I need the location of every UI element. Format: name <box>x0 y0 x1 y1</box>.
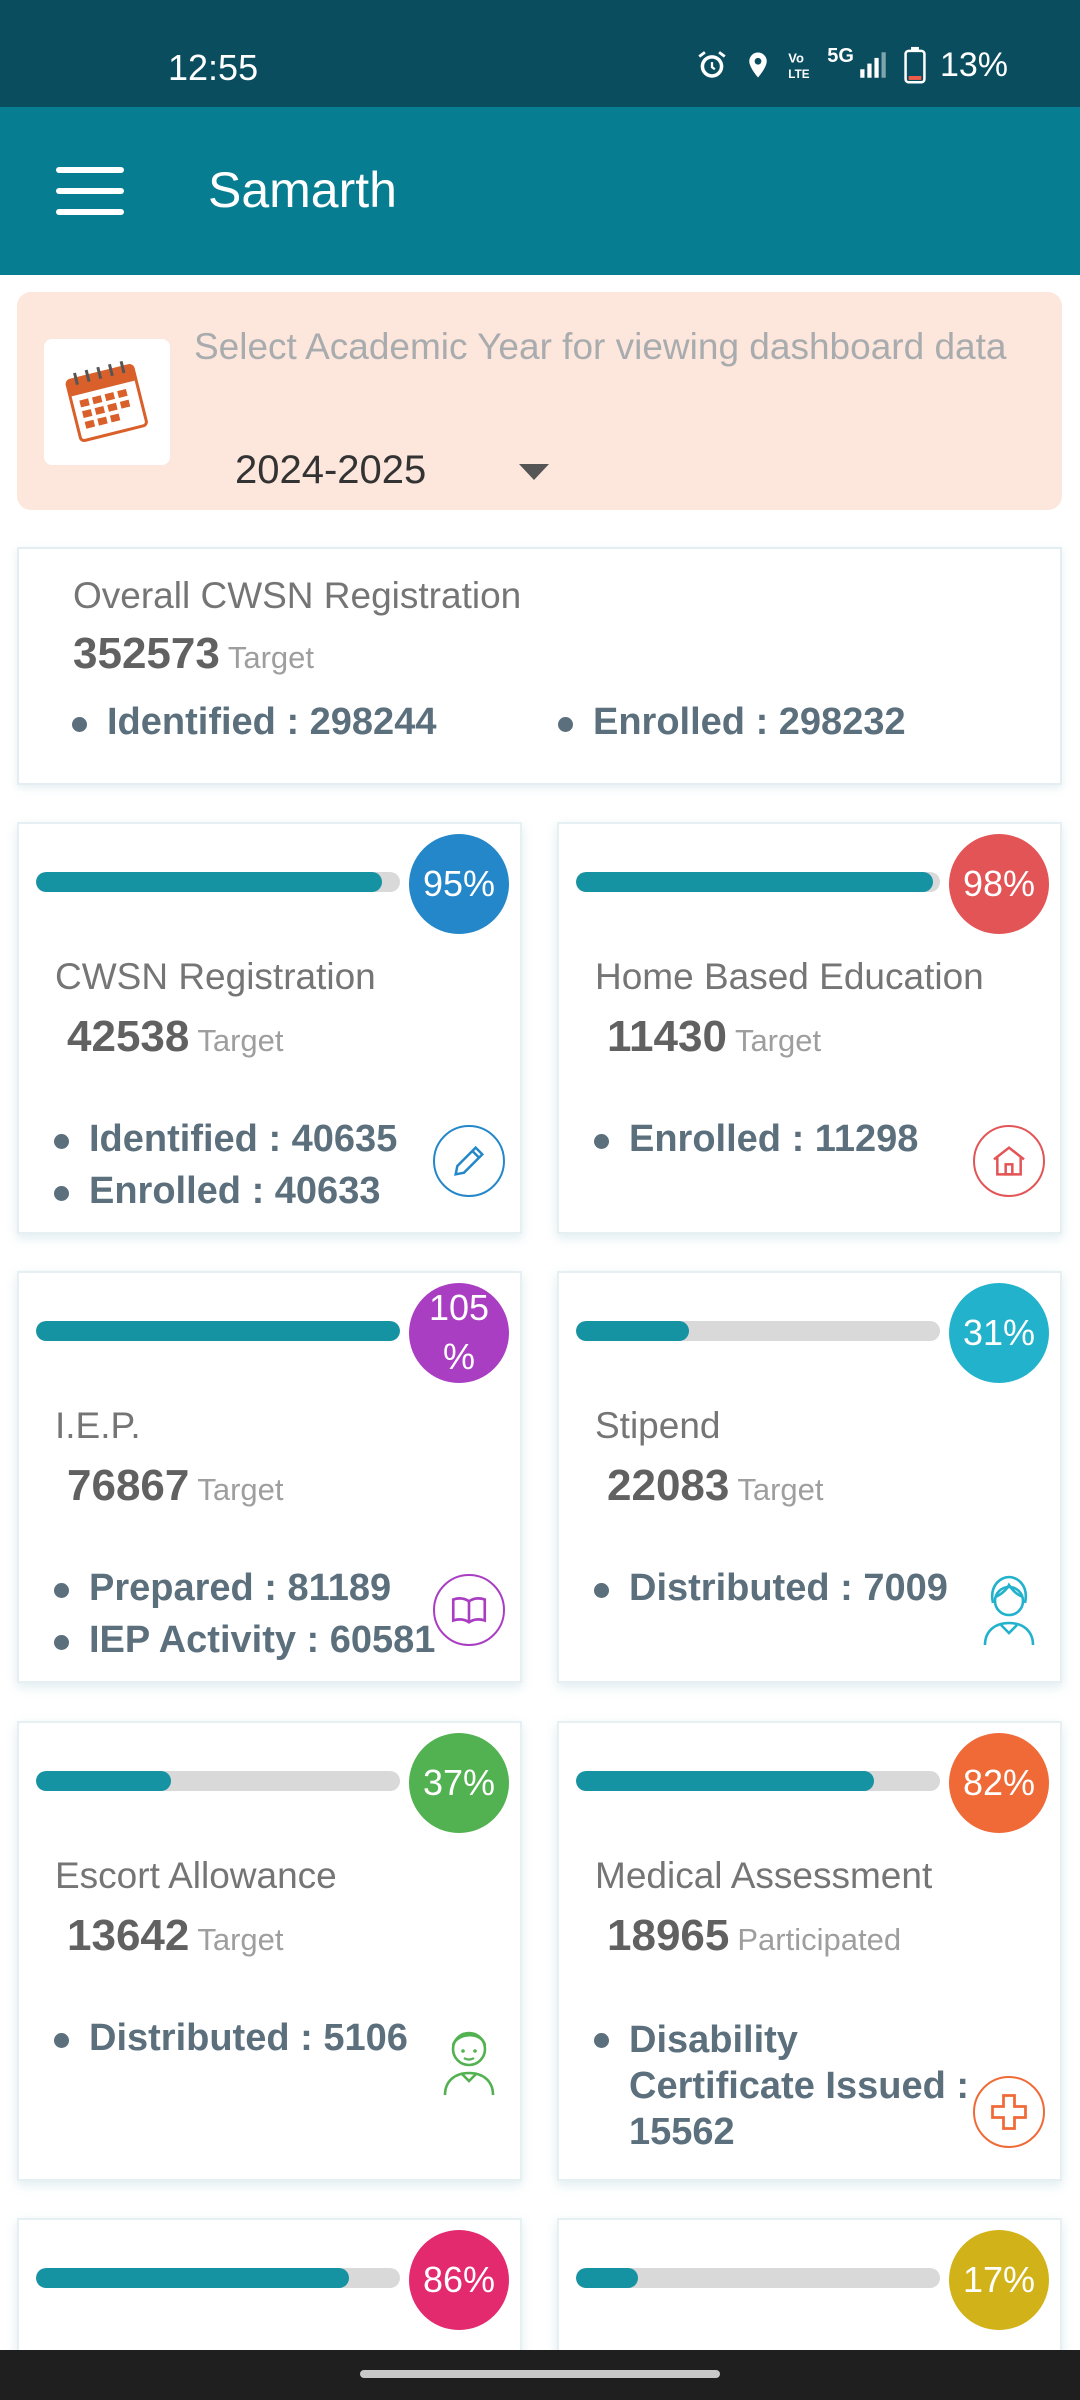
progress-bar <box>576 872 940 892</box>
target-number: 22083 <box>607 1461 730 1510</box>
percent-badge: 95% <box>409 834 509 934</box>
girl-icon[interactable] <box>973 1573 1045 1646</box>
percent-badge: 31% <box>949 1283 1049 1383</box>
book-icon[interactable] <box>433 1574 505 1646</box>
target-label: Participated <box>737 1922 902 1957</box>
tile-value: 22083 Target <box>607 1461 824 1511</box>
hamburger-menu-icon[interactable] <box>56 167 124 215</box>
tile-title: I.E.P. <box>55 1405 141 1446</box>
tile-home-based-education[interactable]: 98% Home Based Education 11430 Target Enr… <box>557 822 1062 1234</box>
stat-enrolled: Enrolled : 40633 <box>53 1170 381 1212</box>
stat-disability-certificate: Disability Certificate Issued : 15562 <box>594 2019 969 2153</box>
overall-registration-card[interactable]: Overall CWSN Registration 352573 Target I… <box>17 547 1062 785</box>
home-icon[interactable] <box>973 1125 1045 1197</box>
stat-prepared: Prepared : 81189 <box>53 1567 392 1609</box>
overall-target-number: 352573 <box>73 629 220 678</box>
svg-text:LTE: LTE <box>789 68 810 81</box>
status-bar: 12:55 Vo LTE 5G 13% <box>0 0 1080 107</box>
progress-fill <box>36 1771 171 1791</box>
calendar-icon <box>44 339 170 465</box>
stat-distributed: Distributed : 5106 <box>54 2017 408 2059</box>
target-label: Target <box>737 1472 824 1507</box>
target-label: Target <box>197 1023 284 1058</box>
home-gesture-handle[interactable] <box>360 2370 720 2378</box>
tile-escort-allowance[interactable]: 37% Escort Allowance 13642 Target Distrib… <box>17 1721 522 2181</box>
app-title: Samarth <box>208 162 397 218</box>
tile-medical-assessment[interactable]: 82% Medical Assessment 18965 Participated… <box>557 1721 1062 2181</box>
status-time: 12:55 <box>168 47 259 88</box>
percent-badge: 17% <box>949 2230 1049 2330</box>
selected-year: 2024-2025 <box>235 448 427 492</box>
percent-badge: 82% <box>949 1733 1049 1833</box>
tile-stipend[interactable]: 31% Stipend 22083 Target Distributed : 70… <box>557 1271 1062 1683</box>
overall-enrolled: Enrolled : 298232 <box>558 701 906 743</box>
target-label: Target <box>197 1472 284 1507</box>
overall-title: Overall CWSN Registration <box>73 575 522 616</box>
stat-iep-activity: IEP Activity : 60581 <box>53 1619 436 1661</box>
tile-value: 13642 Target <box>67 1911 284 1961</box>
tile-value: 18965 Participated <box>607 1911 901 1961</box>
target-label: Target <box>734 1023 822 1058</box>
overall-identified: Identified : 298244 <box>71 701 437 743</box>
progress-fill <box>36 2268 350 2288</box>
progress-bar <box>576 2268 940 2288</box>
boy-icon[interactable] <box>433 2023 505 2096</box>
progress-bar <box>576 1321 940 1341</box>
status-icons: Vo LTE 5G 13% <box>695 46 1008 84</box>
tile-title: Home Based Education <box>595 956 984 997</box>
tile-value: 76867 Target <box>67 1461 284 1511</box>
tile-title: Escort Allowance <box>55 1855 337 1896</box>
location-icon <box>749 52 767 78</box>
tile-title: Stipend <box>595 1405 721 1446</box>
battery-icon <box>904 46 926 84</box>
target-number: 13642 <box>67 1911 190 1960</box>
target-label: Target <box>197 1922 284 1957</box>
progress-fill <box>576 1321 689 1341</box>
overall-target-label: Target <box>227 640 314 675</box>
tile-value: 11430 Target <box>607 1012 821 1062</box>
academic-year-card: Select Academic Year for viewing dashboa… <box>17 292 1062 510</box>
overall-value: 352573 Target <box>73 629 314 679</box>
target-number: 76867 <box>67 1461 190 1510</box>
progress-bar <box>36 1771 400 1791</box>
progress-fill <box>36 1321 400 1341</box>
target-number: 11430 <box>607 1012 727 1061</box>
stat-identified: Identified : 40635 <box>53 1118 398 1160</box>
edit-icon[interactable] <box>433 1125 505 1197</box>
stat-distributed: Distributed : 7009 <box>594 1567 948 1609</box>
stat-enrolled: Enrolled : 11298 <box>593 1118 919 1160</box>
tile-cwsn-registration[interactable]: 95% CWSN Registration 42538 Target Identi… <box>17 822 522 1234</box>
app-bar: Samarth <box>0 107 1080 275</box>
signal-icon <box>860 52 886 78</box>
progress-fill <box>576 1771 875 1791</box>
tile-value: 42538 Target <box>67 1012 284 1062</box>
volte-icon: Vo LTE <box>789 50 810 81</box>
alarm-icon <box>698 51 726 78</box>
year-prompt: Select Academic Year for viewing dashboa… <box>194 326 1007 367</box>
percent-badge: 86% <box>409 2230 509 2330</box>
network-type: 5G <box>827 45 854 67</box>
tile-title: Medical Assessment <box>595 1855 933 1896</box>
svg-text:Vo: Vo <box>789 50 805 65</box>
percent-badge: 98% <box>949 834 1049 934</box>
progress-bar <box>36 1321 400 1341</box>
tile-iep[interactable]: 105 % I.E.P. 76867 Target Prepared : 8118… <box>17 1271 522 1683</box>
progress-bar <box>36 2268 400 2288</box>
progress-fill <box>36 872 382 892</box>
dropdown-arrow-icon <box>519 464 549 480</box>
progress-fill <box>576 2268 638 2288</box>
progress-fill <box>576 872 933 892</box>
percent-badge: 37% <box>409 1733 509 1833</box>
target-number: 18965 <box>607 1911 730 1960</box>
progress-bar <box>576 1771 940 1791</box>
battery-percent: 13% <box>939 46 1008 84</box>
academic-year-dropdown[interactable]: 2024-2025 <box>217 442 567 502</box>
progress-bar <box>36 872 400 892</box>
system-navigation-bar <box>0 2350 1080 2400</box>
percent-badge: 105 % <box>409 1283 509 1383</box>
target-number: 42538 <box>67 1012 190 1061</box>
medical-cross-icon[interactable] <box>973 2076 1045 2148</box>
tile-title: CWSN Registration <box>55 956 376 997</box>
